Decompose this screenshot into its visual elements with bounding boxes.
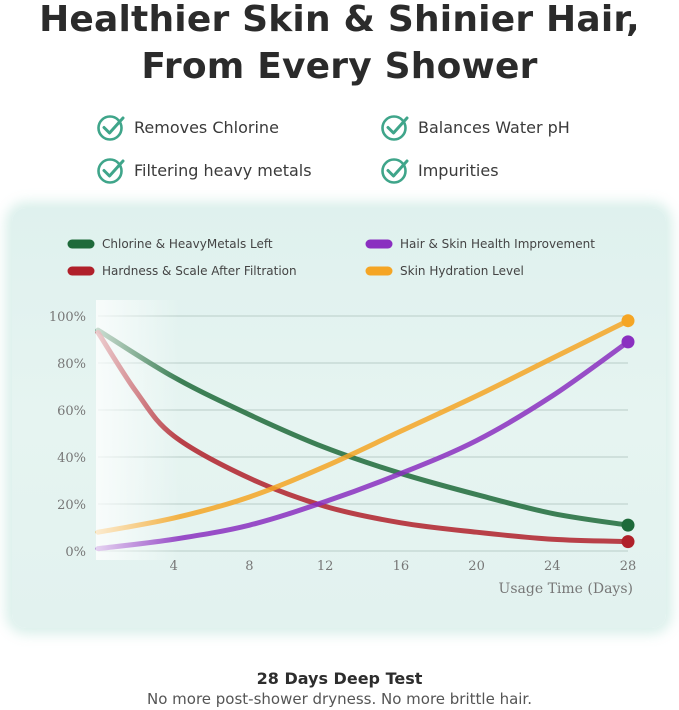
y-tick-label: 0%	[65, 545, 86, 560]
feature-label: Filtering heavy metals	[134, 160, 312, 180]
footer-title: 28 Days Deep Test	[256, 669, 423, 688]
y-tick-label: 80%	[57, 357, 86, 372]
y-tick-label: 20%	[57, 498, 86, 513]
headline-line-1: Healthier Skin & Shinier Hair,	[39, 0, 640, 40]
series-end-point	[621, 314, 635, 328]
legend-label: Skin Hydration Level	[400, 264, 524, 278]
left-fade-overlay	[96, 300, 336, 560]
x-tick-label: 16	[393, 559, 410, 574]
y-tick-label: 40%	[57, 451, 86, 466]
legend-label: Hair & Skin Health Improvement	[400, 237, 595, 251]
feature-balances-ph: Balances Water pH	[380, 112, 570, 142]
check-circle-icon	[97, 158, 125, 184]
series-end-point	[621, 535, 635, 549]
legend-label: Hardness & Scale After Filtration	[102, 264, 297, 278]
feature-label: Impurities	[418, 160, 499, 180]
check-circle-icon	[381, 158, 409, 184]
feature-label: Removes Chlorine	[134, 117, 279, 137]
x-tick-label: 28	[620, 559, 637, 574]
feature-removes-chlorine: Removes Chlorine	[96, 112, 279, 142]
feature-filtering-heavy-metals: Filtering heavy metals	[96, 155, 312, 185]
x-axis-title: Usage Time (Days)	[499, 581, 633, 597]
x-tick-label: 4	[170, 559, 178, 574]
feature-impurities: Impurities	[380, 155, 499, 185]
footer-subtitle: No more post-shower dryness. No more bri…	[147, 690, 532, 708]
headline-line-2: From Every Shower	[141, 46, 538, 87]
check-circle-icon	[97, 115, 125, 141]
feature-label: Balances Water pH	[418, 117, 570, 137]
x-tick-label: 12	[317, 559, 334, 574]
series-end-point	[621, 335, 635, 349]
legend-label: Chlorine & HeavyMetals Left	[102, 237, 273, 251]
chart-panel: 0% 20% 40% 60% 80% 100% 4 8 12 16 20 24 28 Chlorine …	[12, 208, 666, 628]
series-end-point	[621, 518, 635, 532]
x-tick-label: 8	[245, 559, 253, 574]
y-tick-label: 60%	[57, 404, 86, 419]
line-chart: 0% 20% 40% 60% 80% 100% 4 8 12 16 20 24 28 Chlorine …	[49, 237, 637, 597]
x-tick-label: 24	[544, 559, 561, 574]
y-tick-label: 100%	[49, 310, 86, 325]
check-circle-icon	[381, 115, 409, 141]
x-tick-label: 20	[468, 559, 485, 574]
